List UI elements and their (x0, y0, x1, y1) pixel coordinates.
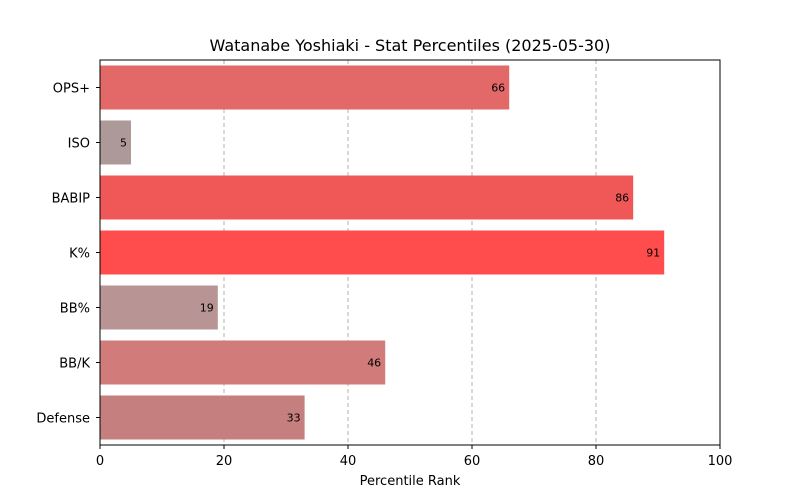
bar (100, 175, 634, 220)
bar-value-label: 33 (287, 412, 301, 425)
bar (100, 65, 510, 110)
chart-title: Watanabe Yoshiaki - Stat Percentiles (20… (210, 36, 611, 55)
bar-value-label: 5 (120, 137, 127, 150)
bar-value-label: 91 (646, 247, 660, 260)
x-tick-label: 100 (708, 454, 733, 469)
bar (100, 120, 131, 165)
bar (100, 340, 386, 385)
x-tick-label: 60 (464, 454, 481, 469)
bars: 66 5 86 91 19 46 33 (100, 65, 665, 440)
bar (100, 285, 218, 330)
y-tick-label: ISO (68, 137, 90, 152)
x-tick-label: 0 (96, 454, 104, 469)
x-tick-label: 20 (216, 454, 233, 469)
x-axis: 0 20 40 60 80 100 (96, 445, 733, 469)
y-tick-label: BB/K (59, 357, 90, 372)
x-tick-label: 40 (340, 454, 357, 469)
bar-value-label: 86 (615, 192, 629, 205)
x-tick-label: 80 (588, 454, 605, 469)
bar-value-label: 46 (367, 357, 381, 370)
bar-value-label: 19 (200, 302, 214, 315)
y-tick-label: Defense (36, 412, 90, 427)
bar-value-label: 66 (491, 82, 505, 95)
y-tick-label: OPS+ (53, 82, 90, 97)
y-axis: OPS+ ISO BABIP K% BB% BB/K Defense (36, 82, 100, 427)
bar (100, 395, 305, 440)
x-axis-label: Percentile Rank (360, 474, 461, 489)
bar (100, 230, 665, 275)
y-tick-label: K% (69, 247, 90, 262)
y-tick-label: BABIP (52, 192, 91, 207)
y-tick-label: BB% (60, 302, 90, 317)
